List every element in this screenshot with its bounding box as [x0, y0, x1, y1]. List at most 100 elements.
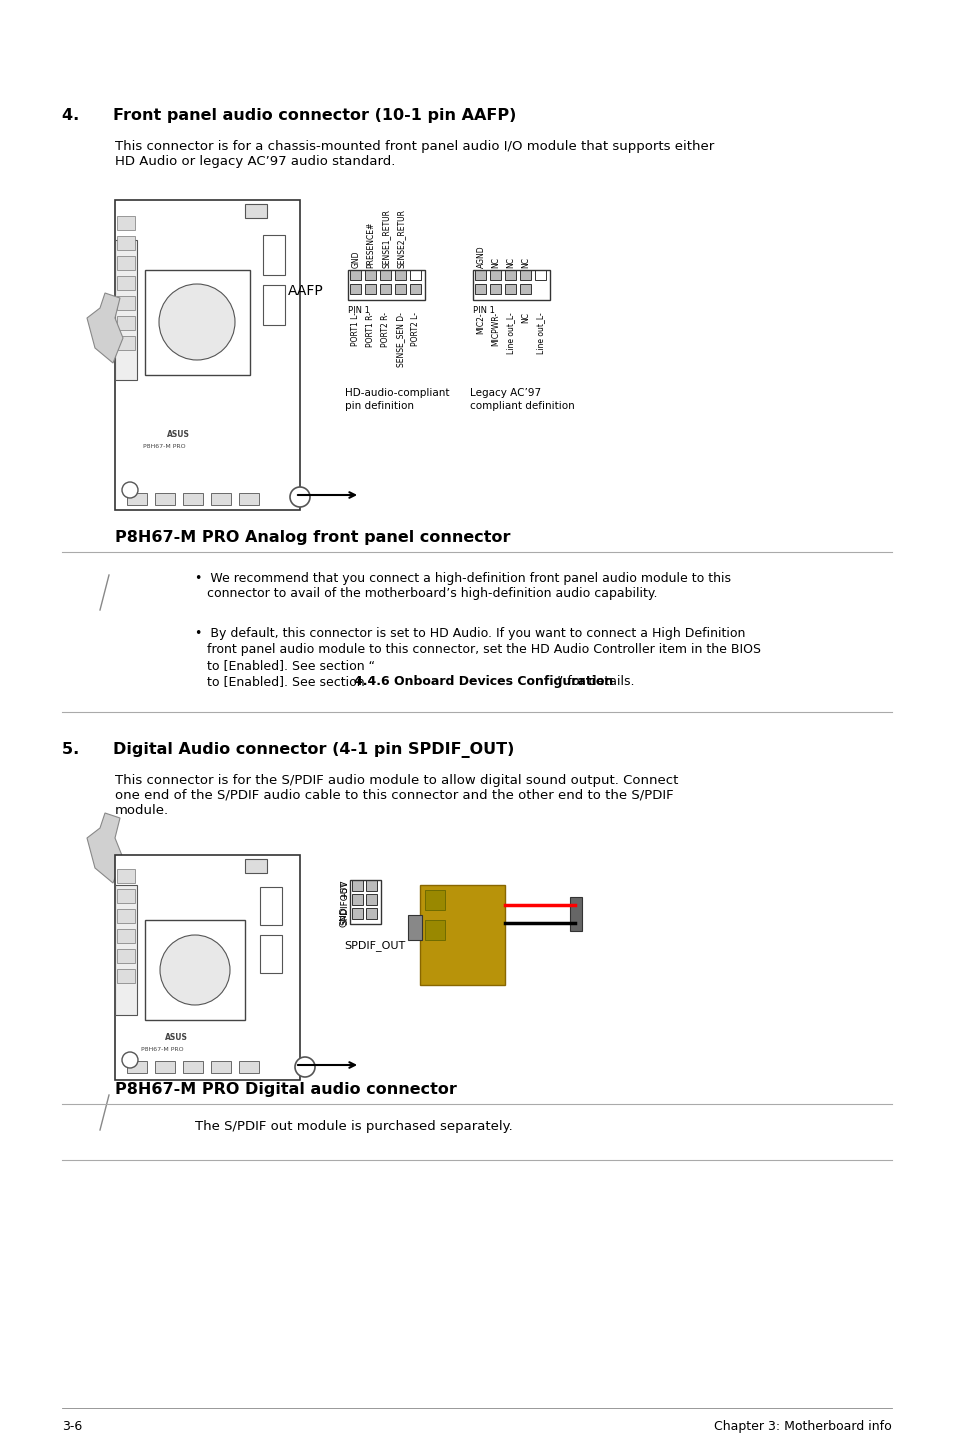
Text: GND: GND — [351, 250, 360, 267]
Text: SENSE1_RETUR: SENSE1_RETUR — [381, 209, 390, 267]
Bar — [504, 270, 516, 280]
Bar — [535, 270, 545, 280]
Bar — [154, 493, 174, 505]
Bar — [117, 296, 135, 311]
Text: SPDIFOUT: SPDIFOUT — [339, 880, 349, 925]
Bar — [365, 283, 375, 293]
Text: to [Enabled]. See section “: to [Enabled]. See section “ — [194, 674, 375, 687]
Bar — [352, 907, 363, 919]
Bar — [410, 270, 420, 280]
Bar — [239, 493, 258, 505]
Text: P8H67-M PRO: P8H67-M PRO — [143, 444, 186, 449]
Bar — [127, 1061, 147, 1073]
Text: ” for details.: ” for details. — [557, 674, 634, 687]
Text: 5.      Digital Audio connector (4-1 pin SPDIF_OUT): 5. Digital Audio connector (4-1 pin SPDI… — [62, 742, 514, 758]
Text: NC: NC — [491, 257, 500, 267]
Bar — [245, 204, 267, 219]
Bar — [117, 276, 135, 290]
Text: AGND: AGND — [476, 246, 485, 267]
Text: MICPWR-: MICPWR- — [491, 312, 500, 347]
Text: PIN 1: PIN 1 — [473, 306, 495, 315]
Bar — [115, 884, 137, 1015]
Bar — [490, 270, 500, 280]
Bar — [410, 283, 420, 293]
Bar — [127, 493, 147, 505]
Bar — [117, 256, 135, 270]
Bar — [490, 283, 500, 293]
Bar — [154, 1061, 174, 1073]
Bar — [366, 880, 376, 892]
Polygon shape — [87, 812, 123, 883]
Text: •  We recommend that you connect a high-definition front panel audio module to t: • We recommend that you connect a high-d… — [194, 572, 730, 600]
Bar — [117, 336, 135, 349]
Text: MIC2-: MIC2- — [476, 312, 485, 334]
Text: PORT1 L-: PORT1 L- — [351, 312, 360, 347]
Bar — [395, 283, 406, 293]
Bar — [519, 270, 531, 280]
Bar — [419, 884, 504, 985]
Bar — [350, 880, 380, 925]
Text: PORT2 R-: PORT2 R- — [381, 312, 390, 347]
Bar — [211, 493, 231, 505]
Bar — [117, 949, 135, 963]
Text: 4.      Front panel audio connector (10-1 pin AAFP): 4. Front panel audio connector (10-1 pin… — [62, 108, 516, 124]
Bar — [115, 200, 299, 510]
Bar — [410, 270, 420, 280]
Text: Legacy AC’97: Legacy AC’97 — [470, 388, 540, 398]
Bar — [183, 493, 203, 505]
Bar — [239, 1061, 258, 1073]
Text: NC: NC — [521, 312, 530, 324]
Bar — [473, 270, 550, 301]
Circle shape — [290, 487, 310, 508]
Text: ASUS: ASUS — [165, 1032, 188, 1043]
Bar — [519, 283, 531, 293]
Bar — [352, 894, 363, 905]
Text: AAFP: AAFP — [288, 283, 323, 298]
Bar — [263, 234, 285, 275]
Text: The S/PDIF out module is purchased separately.: The S/PDIF out module is purchased separ… — [194, 1120, 512, 1133]
Text: P8H67-M PRO: P8H67-M PRO — [141, 1047, 183, 1053]
Text: ASUS: ASUS — [167, 430, 190, 439]
Bar — [408, 915, 421, 940]
Text: NC: NC — [521, 257, 530, 267]
Circle shape — [122, 1053, 138, 1068]
Bar — [260, 887, 282, 925]
Circle shape — [294, 1057, 314, 1077]
Bar — [379, 283, 391, 293]
Circle shape — [122, 482, 138, 498]
Bar — [350, 270, 360, 280]
Bar — [115, 856, 299, 1080]
Bar — [365, 270, 375, 280]
Bar — [352, 880, 363, 892]
Text: front panel audio module to this connector, set the HD Audio Controller item in : front panel audio module to this connect… — [194, 643, 760, 656]
Bar — [395, 270, 406, 280]
Text: SENSE2_RETUR: SENSE2_RETUR — [396, 209, 405, 267]
Bar — [117, 216, 135, 230]
Bar — [350, 283, 360, 293]
Bar — [117, 889, 135, 903]
Bar — [183, 1061, 203, 1073]
Bar — [117, 909, 135, 923]
Bar — [379, 270, 391, 280]
Text: to [Enabled]. See section “: to [Enabled]. See section “ — [194, 659, 375, 672]
Text: 4.4.6 Onboard Devices Configuration: 4.4.6 Onboard Devices Configuration — [354, 674, 613, 687]
Text: •  By default, this connector is set to HD Audio. If you want to connect a High : • By default, this connector is set to H… — [194, 627, 744, 640]
Text: PIN 1: PIN 1 — [348, 306, 370, 315]
Bar — [145, 270, 250, 375]
Text: GND: GND — [339, 907, 349, 928]
Bar — [263, 285, 285, 325]
Text: SPDIF_OUT: SPDIF_OUT — [344, 940, 405, 951]
Text: SENSE_SEN D-: SENSE_SEN D- — [396, 312, 405, 367]
Bar — [115, 240, 137, 380]
Bar — [504, 283, 516, 293]
Bar — [117, 236, 135, 250]
Text: NC: NC — [506, 257, 515, 267]
Text: Line out_L-: Line out_L- — [506, 312, 515, 354]
Bar — [260, 935, 282, 974]
Text: This connector is for the S/PDIF audio module to allow digital sound output. Con: This connector is for the S/PDIF audio m… — [115, 774, 678, 817]
Bar — [117, 869, 135, 883]
Text: PRESENCE#: PRESENCE# — [366, 221, 375, 267]
Text: P8H67-M PRO Analog front panel connector: P8H67-M PRO Analog front panel connector — [115, 531, 510, 545]
Bar — [475, 283, 485, 293]
Bar — [117, 316, 135, 329]
